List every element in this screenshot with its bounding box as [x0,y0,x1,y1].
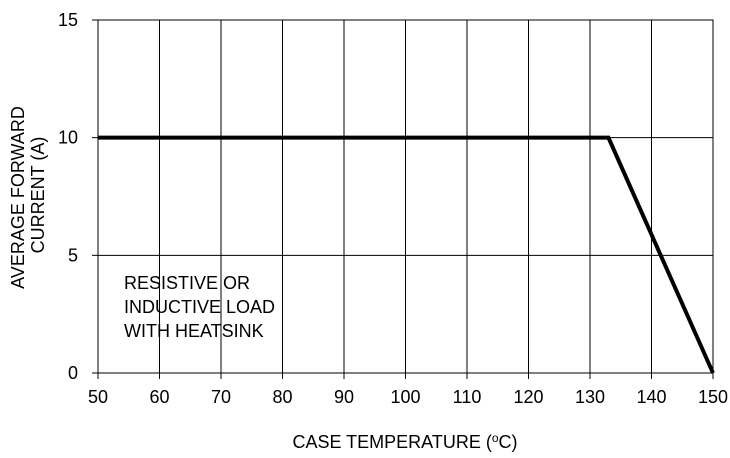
x-tick-label: 100 [390,387,420,407]
annotation-line-1: RESISTIVE OR [124,273,250,293]
y-tick-label: 5 [68,245,78,265]
y-tick-label: 0 [68,363,78,383]
x-tick-label: 120 [513,387,543,407]
x-tick-label: 110 [453,387,482,407]
x-axis-label-degree: o [492,431,499,445]
y-axis-label-line-1: AVERAGE FORWARD [8,106,28,289]
x-tick-label: 140 [636,387,666,407]
annotation-line-2: INDUCTIVE LOAD [124,297,275,317]
x-tick-label: 150 [698,387,728,407]
x-tick-label: 70 [211,387,231,407]
x-axis-label-before: CASE TEMPERATURE ( [292,432,491,452]
annotation-line-3: WITH HEATSINK [124,321,264,341]
y-tick-label: 15 [58,10,78,30]
x-tick-label: 60 [149,387,169,407]
y-tick-label: 10 [58,128,78,148]
series-layer [98,135,715,374]
x-tick-label: 80 [272,387,292,407]
x-axis-label-after: C) [499,432,518,452]
y-axis-label: AVERAGE FORWARD CURRENT (A) [8,101,48,289]
annotation-load-condition: RESISTIVE OR INDUCTIVE LOAD WITH HEATSIN… [124,273,280,341]
series-line-1 [98,135,715,374]
x-tick-label: 50 [88,387,108,407]
y-axis-label-line-2: CURRENT (A) [28,137,48,254]
x-axis-label: CASE TEMPERATURE (oC) [292,431,517,452]
x-tick-labels: 50 60 70 80 90 100 110 120 130 140 150 [88,373,728,407]
x-tick-label: 130 [575,387,605,407]
y-tick-labels: 0 5 10 15 [58,10,98,383]
x-tick-label: 90 [334,387,354,407]
